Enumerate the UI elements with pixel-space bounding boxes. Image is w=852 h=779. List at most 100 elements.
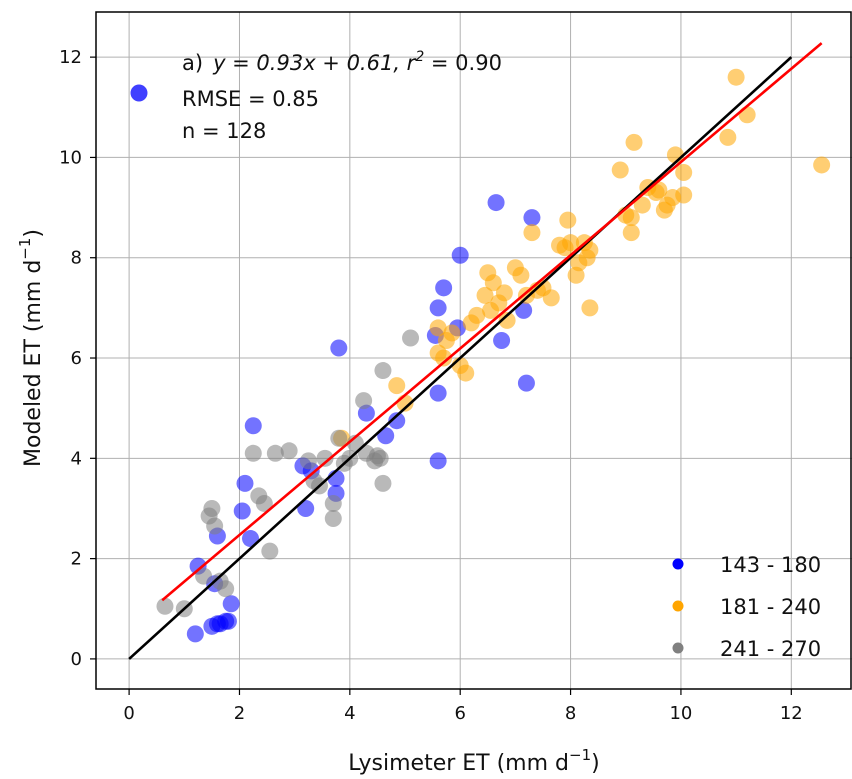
legend-label-181-240: 181 - 240 (720, 595, 821, 619)
data-point-series-2 (374, 362, 392, 380)
data-point-series-1 (512, 266, 530, 284)
data-point-series-1 (581, 299, 599, 317)
data-point-series-2 (371, 449, 389, 467)
data-point-series-2 (261, 542, 279, 560)
legend-marker-181-240 (672, 600, 684, 612)
x-tick-label: 12 (780, 703, 803, 724)
data-point-series-0 (523, 209, 541, 227)
data-point-series-1 (443, 324, 461, 342)
data-point-series-2 (374, 474, 392, 492)
data-point-series-0 (297, 499, 315, 517)
y-tick-label: 10 (59, 147, 82, 168)
x-tick-label: 0 (123, 703, 134, 724)
data-point-series-2 (355, 392, 373, 410)
data-point-series-2 (299, 452, 317, 470)
data-point-series-0 (330, 339, 348, 357)
regression-line (161, 42, 823, 602)
annotation-line-1: a) y = 0.93x + 0.61, r2 = 0.90 (182, 49, 502, 75)
data-point-series-1 (429, 319, 447, 337)
x-tick-label: 4 (344, 703, 355, 724)
data-point-series-1 (611, 161, 629, 179)
data-point-series-0 (233, 502, 251, 520)
y-tick-label: 0 (71, 649, 82, 670)
legend: 143 - 180 181 - 240 241 - 270 (672, 553, 821, 661)
legend-marker-241-270 (672, 642, 684, 654)
legend-label-241-270: 241 - 270 (720, 637, 821, 661)
data-point-series-2 (330, 429, 348, 447)
data-point-series-1 (622, 209, 640, 227)
data-point-series-0 (435, 279, 453, 297)
fit-lines (128, 42, 823, 660)
y-axis-label: Modeled ET (mm d−1) (16, 229, 46, 467)
data-point-series-0 (377, 427, 395, 445)
x-tick-label: 10 (669, 703, 692, 724)
data-point-series-1 (498, 311, 516, 329)
data-point-series-2 (324, 509, 342, 527)
data-point-series-2 (316, 449, 334, 467)
data-point-series-0 (429, 384, 447, 402)
data-point-series-2 (255, 494, 273, 512)
data-point-series-1 (625, 133, 643, 151)
data-point-series-0 (219, 612, 237, 630)
data-point-series-0 (186, 625, 204, 643)
plot-frame (95, 11, 852, 690)
data-point-series-1 (727, 68, 745, 86)
data-point-series-0 (493, 331, 511, 349)
data-point-series-1 (476, 286, 494, 304)
data-point-series-1 (559, 211, 577, 229)
x-axis-label: Lysimeter ET (mm d−1) (348, 746, 599, 776)
y-tick-label: 4 (71, 448, 82, 469)
data-point-series-0 (451, 246, 469, 264)
data-point-series-0 (222, 595, 240, 613)
data-point-series-2 (156, 597, 174, 615)
data-point-series-1 (457, 364, 475, 382)
data-point-series-0 (388, 412, 406, 430)
data-point-series-0 (242, 530, 260, 548)
data-point-series-2 (203, 499, 221, 517)
data-point-series-1 (738, 106, 756, 124)
data-point-series-1 (468, 306, 486, 324)
grid-lines (96, 12, 852, 689)
annotation: a) y = 0.93x + 0.61, r2 = 0.90 RMSE = 0.8… (130, 49, 502, 143)
data-point-series-1 (675, 163, 693, 181)
data-point-series-1 (622, 224, 640, 242)
data-point-series-1 (435, 349, 453, 367)
y-axis-ticks: 0 2 4 6 8 10 12 (59, 47, 96, 670)
data-point-series-0 (236, 474, 254, 492)
data-point-series-1 (542, 289, 560, 307)
x-tick-label: 6 (454, 703, 465, 724)
data-point-series-2 (402, 329, 420, 347)
data-point-series-0 (429, 299, 447, 317)
data-point-series-0 (429, 452, 447, 470)
data-point-series-1 (813, 156, 831, 174)
data-point-series-2 (244, 444, 262, 462)
y-tick-label: 12 (59, 47, 82, 68)
legend-marker-143-180 (672, 558, 684, 570)
data-point-series-1 (581, 241, 599, 259)
data-point-series-0 (515, 301, 533, 319)
data-point-series-1 (388, 377, 406, 395)
x-tick-label: 2 (234, 703, 245, 724)
y-tick-label: 8 (71, 248, 82, 269)
data-point-series-0 (517, 374, 535, 392)
legend-label-143-180: 143 - 180 (720, 553, 821, 577)
data-point-series-0 (487, 194, 505, 212)
data-point-series-1 (484, 274, 502, 292)
data-point-series-1 (523, 224, 541, 242)
data-point-series-2 (206, 517, 224, 535)
data-point-series-2 (266, 444, 284, 462)
data-point-series-0 (244, 417, 262, 435)
x-axis-ticks: 0 2 4 6 8 10 12 (123, 689, 803, 724)
data-point-series-2 (280, 442, 298, 460)
data-point-series-2 (217, 580, 235, 598)
y-tick-label: 6 (71, 348, 82, 369)
y-tick-label: 2 (71, 549, 82, 570)
data-point-series-1 (719, 128, 737, 146)
data-point-series-2 (195, 567, 213, 585)
data-point-series-1 (495, 284, 513, 302)
data-point-series-1 (675, 186, 693, 204)
annotation-marker (130, 84, 148, 102)
data-point-series-2 (324, 494, 342, 512)
annotation-rmse: RMSE = 0.85 (182, 87, 319, 111)
